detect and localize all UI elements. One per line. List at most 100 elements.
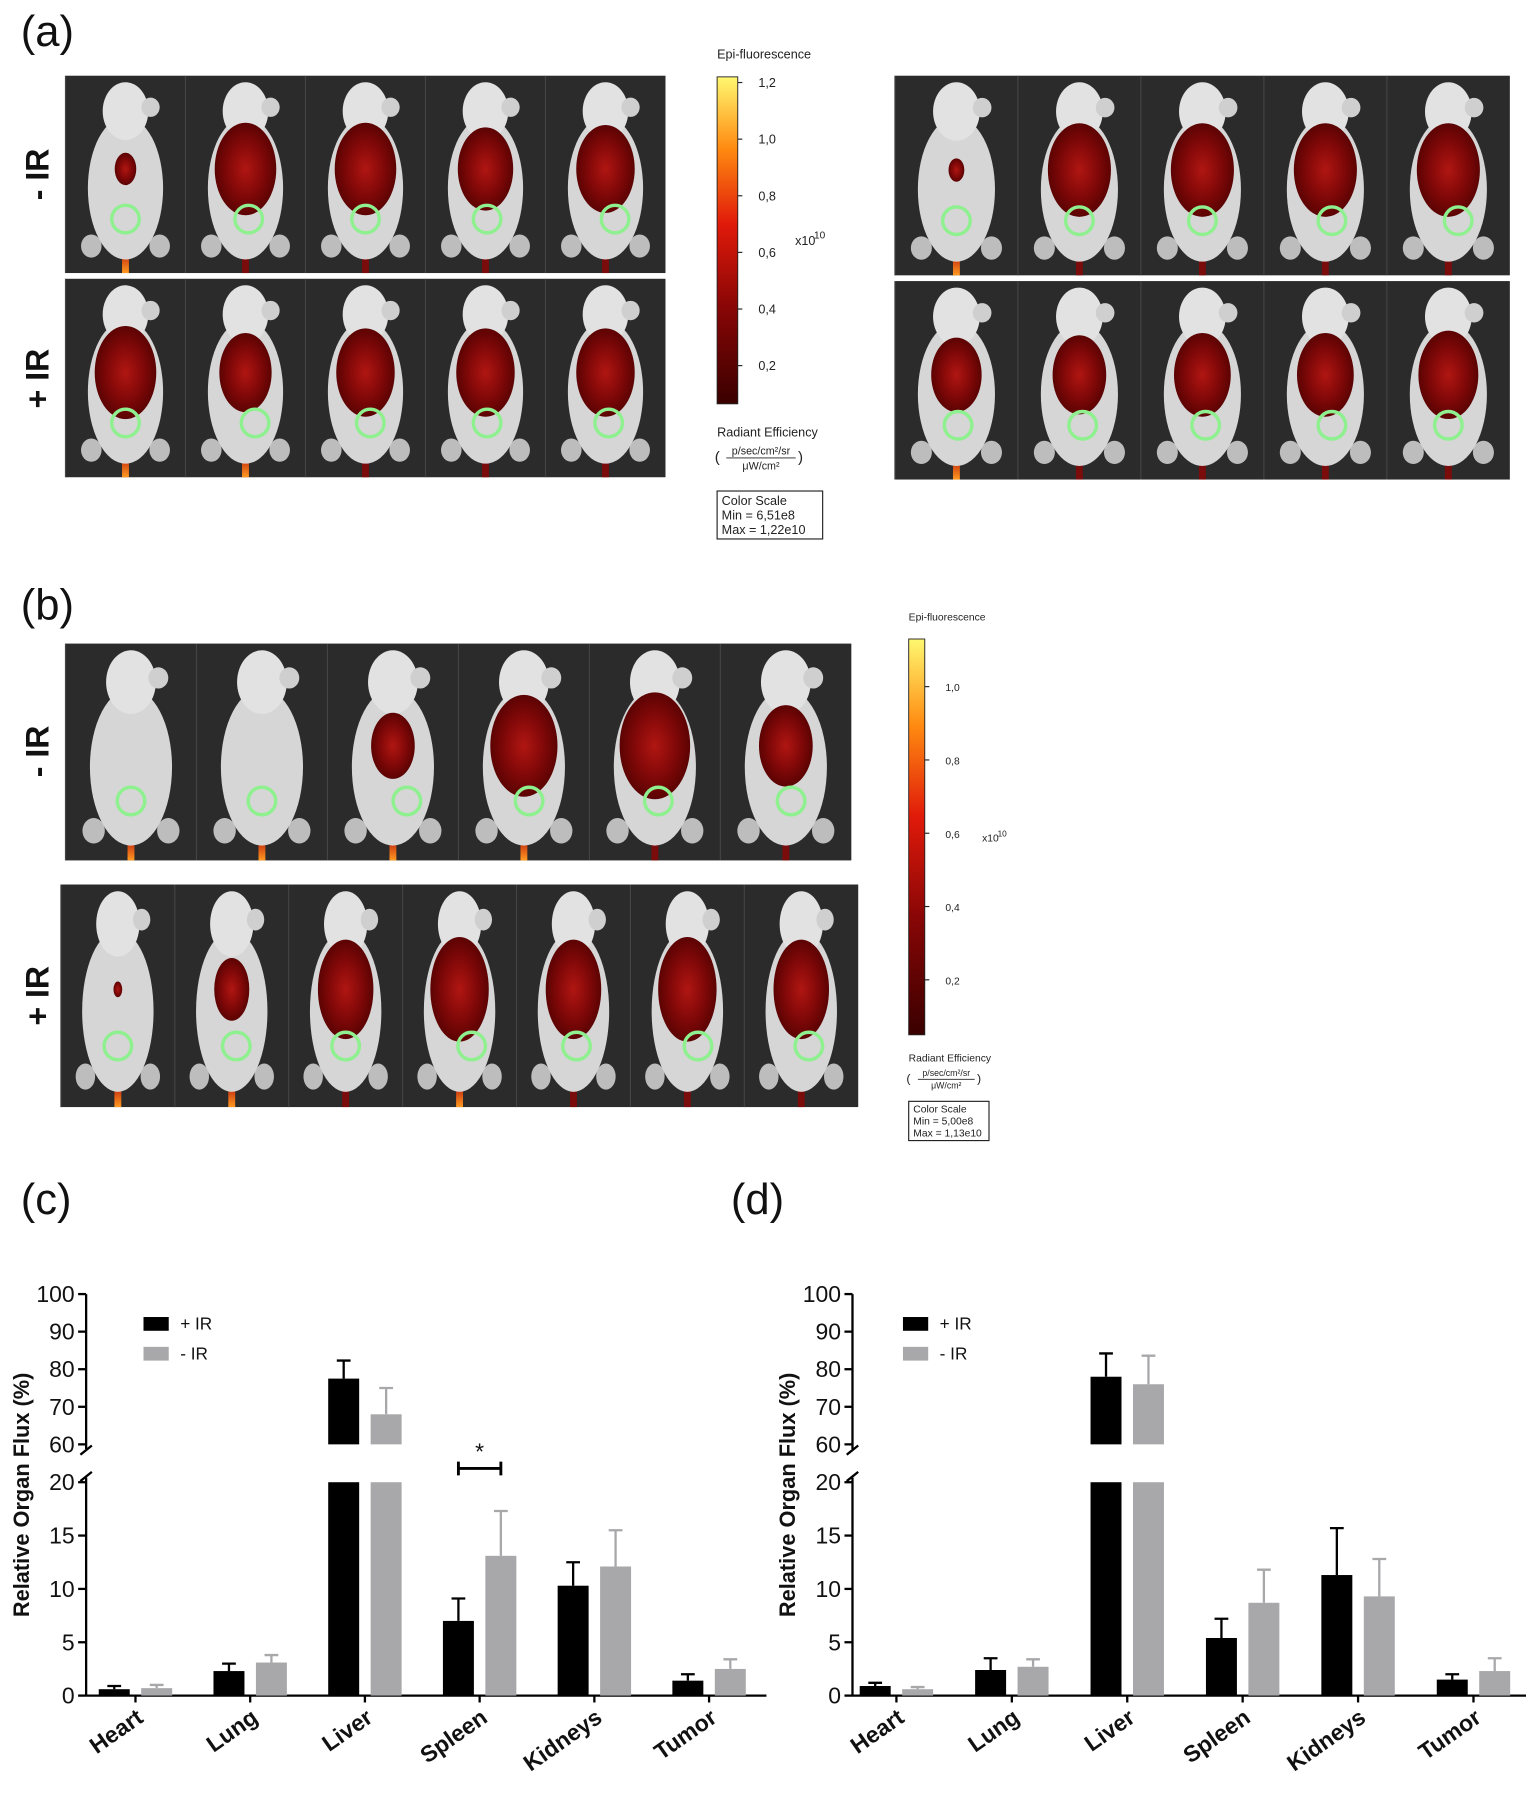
bar [1090, 1376, 1122, 1445]
tumor-roi [354, 407, 386, 439]
legend-swatch [143, 1346, 169, 1361]
scale-box [908, 1100, 990, 1142]
tumor-roi [642, 785, 674, 817]
mouse-leg [213, 817, 236, 844]
error-bar [149, 1683, 164, 1689]
tumor-roi [1316, 205, 1348, 237]
scale-box-line: Min = 5,00e8 [913, 1117, 973, 1128]
mouse-tail [602, 456, 609, 478]
fluorescence-signal [576, 125, 635, 213]
fluorescence-signal [545, 939, 602, 1040]
mouse-body [89, 688, 173, 846]
colorbar-multiplier: x10 [982, 833, 999, 844]
bar [1132, 1482, 1164, 1696]
mouse-head [499, 650, 549, 714]
significance-marker: * [475, 1438, 484, 1464]
bar [975, 1669, 1007, 1696]
mouse-leg [140, 1063, 161, 1090]
mouse-tail [520, 839, 528, 861]
y-tick-label: 20 [815, 1469, 841, 1495]
mouse-tail [1321, 254, 1329, 276]
y-tick-label: 90 [49, 1319, 75, 1345]
x-tick-label: Tumor [1414, 1704, 1486, 1765]
scale-box-line: Max = 1,13e10 [913, 1128, 982, 1139]
colorbar-tick-label: 1,0 [758, 133, 776, 147]
mouse-head [462, 82, 509, 141]
bar [213, 1671, 245, 1696]
axis-break [846, 1444, 859, 1482]
mouse-tail [952, 458, 960, 480]
axis-break [79, 1444, 93, 1482]
tumor-roi [1442, 205, 1474, 237]
mouse-ear [702, 908, 720, 931]
mouse-ear [816, 908, 834, 931]
mouse-ear [1341, 303, 1361, 323]
mouse-head [1056, 82, 1103, 141]
mouse-leg [561, 438, 582, 462]
x-tick-label: Liver [1079, 1704, 1139, 1757]
mouse-head [102, 82, 149, 141]
fluorescence-signal [219, 332, 272, 413]
unit-numerator: p/sec/cm²/sr [732, 446, 791, 458]
error-bar [1372, 1557, 1387, 1597]
colorbar-title: Epi-fluorescence [717, 48, 811, 62]
y-tick-label: 20 [49, 1469, 75, 1495]
mouse-leg [629, 234, 650, 258]
mouse-ear [261, 300, 280, 321]
fluorescence-signal [1170, 123, 1234, 217]
legend-swatch [902, 1346, 929, 1361]
mouse-leg [82, 817, 105, 844]
fluorescence-signal [948, 158, 965, 182]
mouse-tail [362, 252, 369, 274]
mouse-leg [1279, 236, 1301, 260]
y-tick-label: 90 [815, 1319, 841, 1345]
tumor-roi [1316, 409, 1348, 441]
panel-label: (a) [21, 8, 74, 56]
mouse-tail [1444, 458, 1452, 480]
mouse-head [1302, 287, 1349, 346]
y-tick-label: 5 [828, 1629, 841, 1655]
mouse-leg [75, 1063, 96, 1090]
colorbar [716, 76, 739, 405]
colorbar-title: Epi-fluorescence [909, 613, 986, 624]
y-tick-label: 60 [815, 1431, 841, 1457]
fluorescence-signal [456, 328, 515, 417]
x-tick-label: Lung [963, 1704, 1024, 1757]
mouse-head [933, 287, 980, 346]
fluorescence-signal [317, 939, 374, 1040]
significance-bracket [456, 1461, 503, 1476]
fluorescence-signal [619, 692, 691, 800]
mouse-ear [541, 667, 562, 689]
mouse-ear [972, 303, 992, 323]
bar [255, 1662, 287, 1696]
mouse-leg [531, 1063, 551, 1090]
x-tick-label: Spleen [1178, 1704, 1255, 1768]
tumor-roi [682, 1030, 714, 1062]
colorbar-exponent: 10 [998, 829, 1008, 838]
bar [370, 1414, 402, 1445]
error-bar [566, 1561, 581, 1586]
error-bar [680, 1673, 695, 1681]
tumor-roi [330, 1030, 362, 1062]
mouse-tail [228, 1086, 236, 1108]
mouse-tail [1321, 458, 1329, 480]
mouse-leg [344, 817, 367, 844]
x-tick-label: Tumor [649, 1704, 721, 1765]
mouse-leg [596, 1063, 616, 1090]
y-tick-label: 70 [815, 1394, 841, 1420]
colorbar-tick-label: 0,6 [945, 830, 960, 841]
mouse-leg [1156, 236, 1178, 260]
mouse-body [917, 117, 995, 262]
mouse-leg [482, 1063, 502, 1090]
mouse-leg [1033, 440, 1055, 465]
unit-title: Radiant Efficiency [909, 1054, 992, 1065]
tumor-roi [793, 1030, 825, 1062]
x-tick-label: Heart [846, 1703, 909, 1758]
mouse-leg [419, 817, 442, 844]
mouse-tail [456, 1086, 463, 1108]
scale-box-line: Max = 1,22e10 [722, 523, 806, 537]
bar [1017, 1666, 1049, 1696]
mouse-leg [321, 438, 342, 462]
tumor-roi [220, 1030, 252, 1062]
fluorescence-signal [334, 122, 397, 216]
